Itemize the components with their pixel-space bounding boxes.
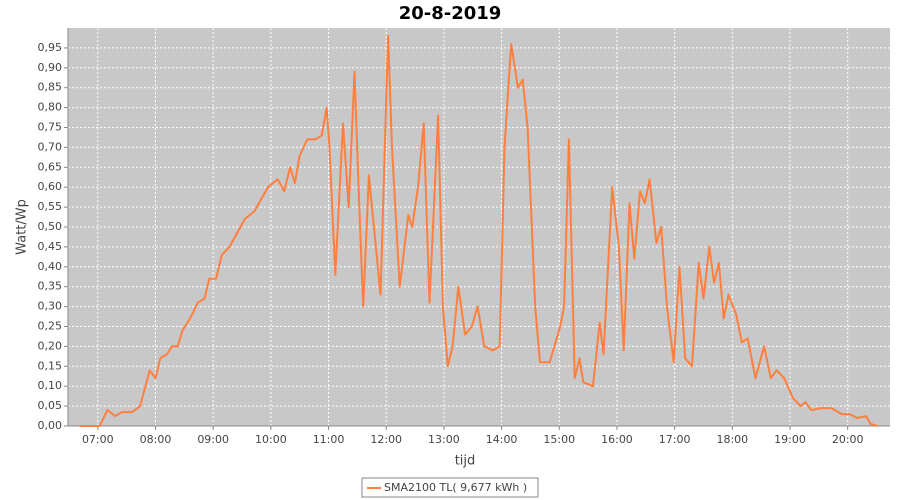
y-axis-title: Watt/Wp [15,199,30,255]
y-tick-label: 0,60 [38,180,63,193]
y-tick-label: 0,75 [38,121,63,134]
y-tick-label: 0,00 [38,419,63,432]
data-line [79,35,878,427]
x-tick-label: 13:00 [428,433,460,446]
x-tick-label: 17:00 [659,433,691,446]
x-tick-label: 07:00 [82,433,114,446]
y-tick-label: 0,50 [38,220,63,233]
y-tick-label: 0,45 [38,240,63,253]
y-tick-label: 0,85 [38,81,63,94]
y-tick-label: 0,20 [38,339,63,352]
plot-area [68,28,890,426]
x-tick-label: 15:00 [543,433,575,446]
y-tick-label: 0,90 [38,61,63,74]
y-tick-label: 0,70 [38,140,63,153]
y-tick-label: 0,80 [38,101,63,114]
x-tick-label: 19:00 [774,433,806,446]
chart-title: 20-8-2019 [399,3,502,24]
x-tick-label: 14:00 [486,433,518,446]
y-tick-label: 0,40 [38,260,63,273]
x-tick-label: 16:00 [601,433,633,446]
x-tick-label: 20:00 [832,433,864,446]
y-tick-label: 0,65 [38,160,63,173]
y-tick-label: 0,05 [38,399,63,412]
x-tick-label: 18:00 [716,433,748,446]
x-tick-label: 09:00 [197,433,229,446]
y-tick-label: 0,30 [38,300,63,313]
y-tick-label: 0,10 [38,379,63,392]
y-tick-label: 0,15 [38,359,63,372]
x-tick-label: 11:00 [313,433,345,446]
y-tick-label: 0,35 [38,280,63,293]
x-tick-label: 10:00 [255,433,287,446]
y-tick-label: 0,55 [38,200,63,213]
x-tick-label: 08:00 [140,433,172,446]
y-tick-label: 0,25 [38,320,63,333]
legend-label: SMA2100 TL( 9,677 kWh ) [384,481,527,494]
legend-box [361,477,539,498]
x-tick-label: 12:00 [370,433,402,446]
y-tick-label: 0,95 [38,41,63,54]
x-axis-title: tijd [455,454,476,469]
